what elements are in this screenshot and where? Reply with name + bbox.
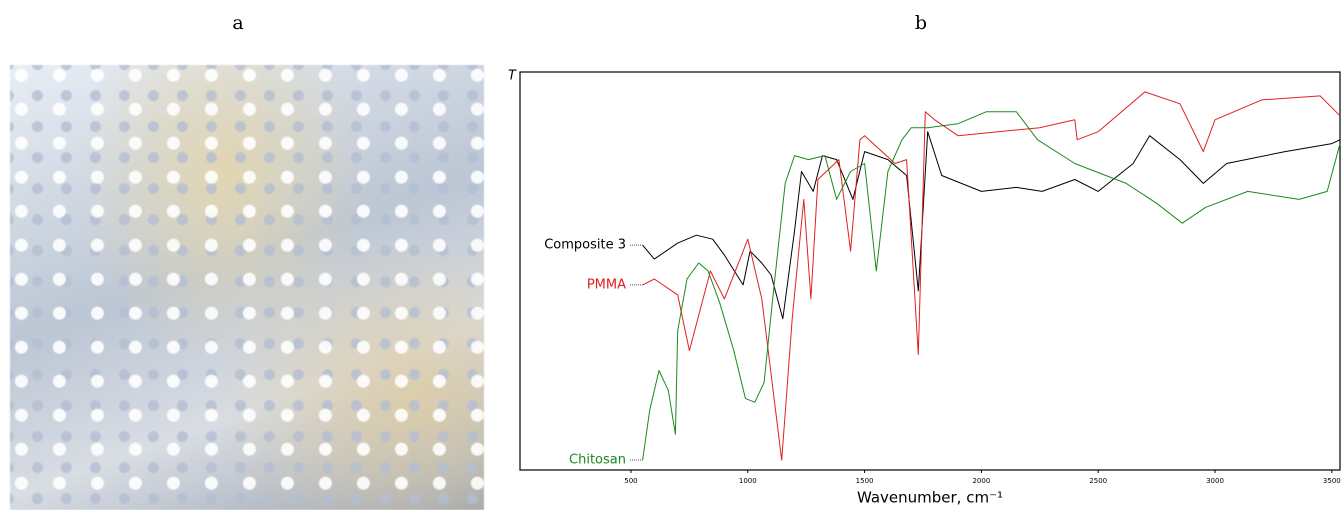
spectrum-line (643, 132, 1340, 319)
x-tick-label: 1000 (739, 477, 757, 485)
x-tick-label: 3500 (1323, 477, 1341, 485)
legend-label: Composite 3 (544, 238, 626, 253)
x-tick-label: 1500 (856, 477, 874, 485)
legend-label: PMMA (587, 277, 626, 292)
x-tick-label: 500 (624, 477, 637, 485)
x-tick-label: 2000 (972, 477, 990, 485)
panel-label: a (232, 12, 243, 34)
x-tick-label: 2500 (1089, 477, 1107, 485)
spectrum-line (643, 92, 1340, 460)
legend-label: Chitosan (569, 453, 626, 468)
panel-label: b (915, 12, 927, 34)
spectrum-line (643, 112, 1340, 460)
x-axis-label: Wavenumber, cm⁻¹ (857, 489, 1003, 507)
page: {"panel_labels": {"a": "a", "b": "b"}, "… (0, 0, 1341, 510)
y-axis-label: T (508, 69, 517, 84)
plot-frame (520, 72, 1340, 470)
x-tick-label: 3000 (1206, 477, 1224, 485)
figure: a b T Wavenumber, cm⁻¹ 500 1000 1500 2000 25… (0, 0, 1341, 510)
